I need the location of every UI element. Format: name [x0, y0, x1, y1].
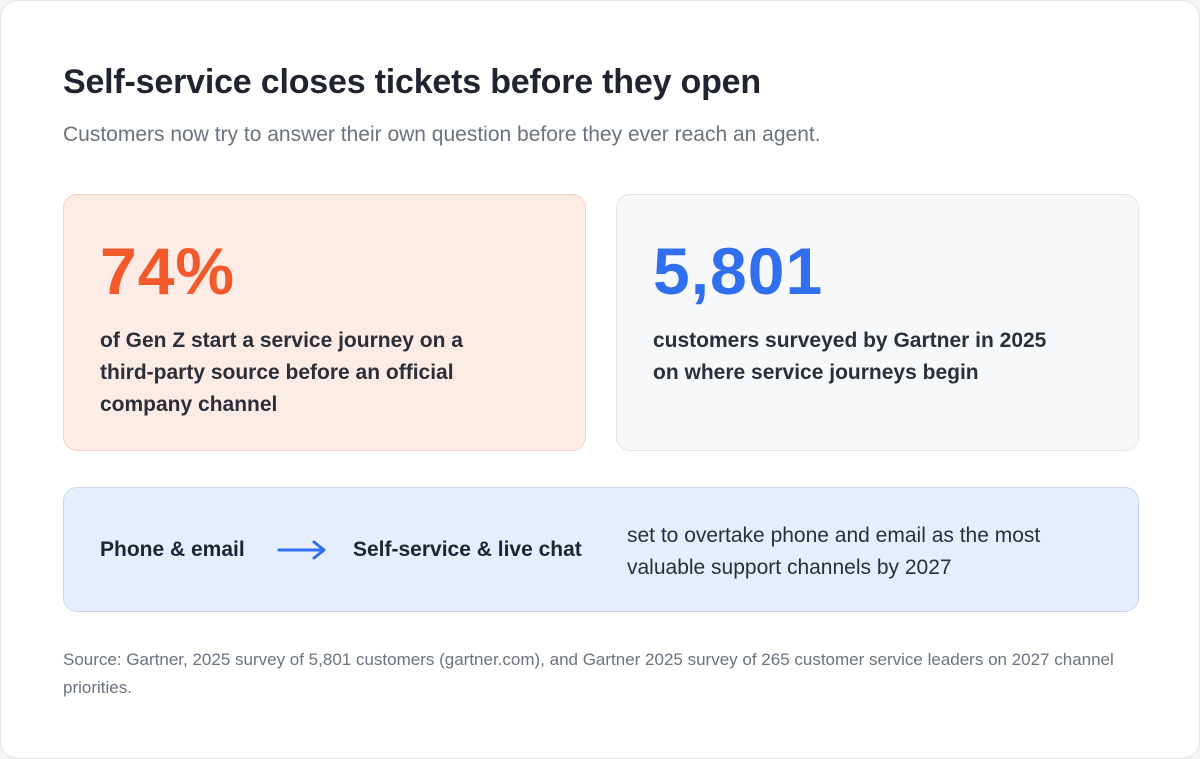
shift-from-label: Phone & email: [100, 538, 245, 561]
stat-card-gen-z: 74% of Gen Z start a service journey on …: [63, 194, 586, 451]
page-title: Self-service closes tickets before they …: [63, 63, 761, 101]
stat-value: 74%: [100, 234, 236, 308]
stat-value: 5,801: [653, 234, 824, 308]
stat-description: customers surveyed by Gartner in 2025 on…: [653, 329, 1047, 384]
stat-description: of Gen Z start a service journey on a th…: [100, 329, 463, 416]
channel-shift-banner: Phone & email Self-service & live chat s…: [63, 487, 1139, 612]
source-note: Source: Gartner, 2025 survey of 5,801 cu…: [63, 650, 1114, 697]
shift-description: set to overtake phone and email as the m…: [627, 524, 1041, 579]
page-subtitle: Customers now try to answer their own qu…: [63, 123, 821, 146]
stat-card-surveyed: 5,801 customers surveyed by Gartner in 2…: [616, 194, 1139, 451]
shift-to-label: Self-service & live chat: [353, 538, 582, 561]
arrow-right-icon: [277, 540, 326, 560]
